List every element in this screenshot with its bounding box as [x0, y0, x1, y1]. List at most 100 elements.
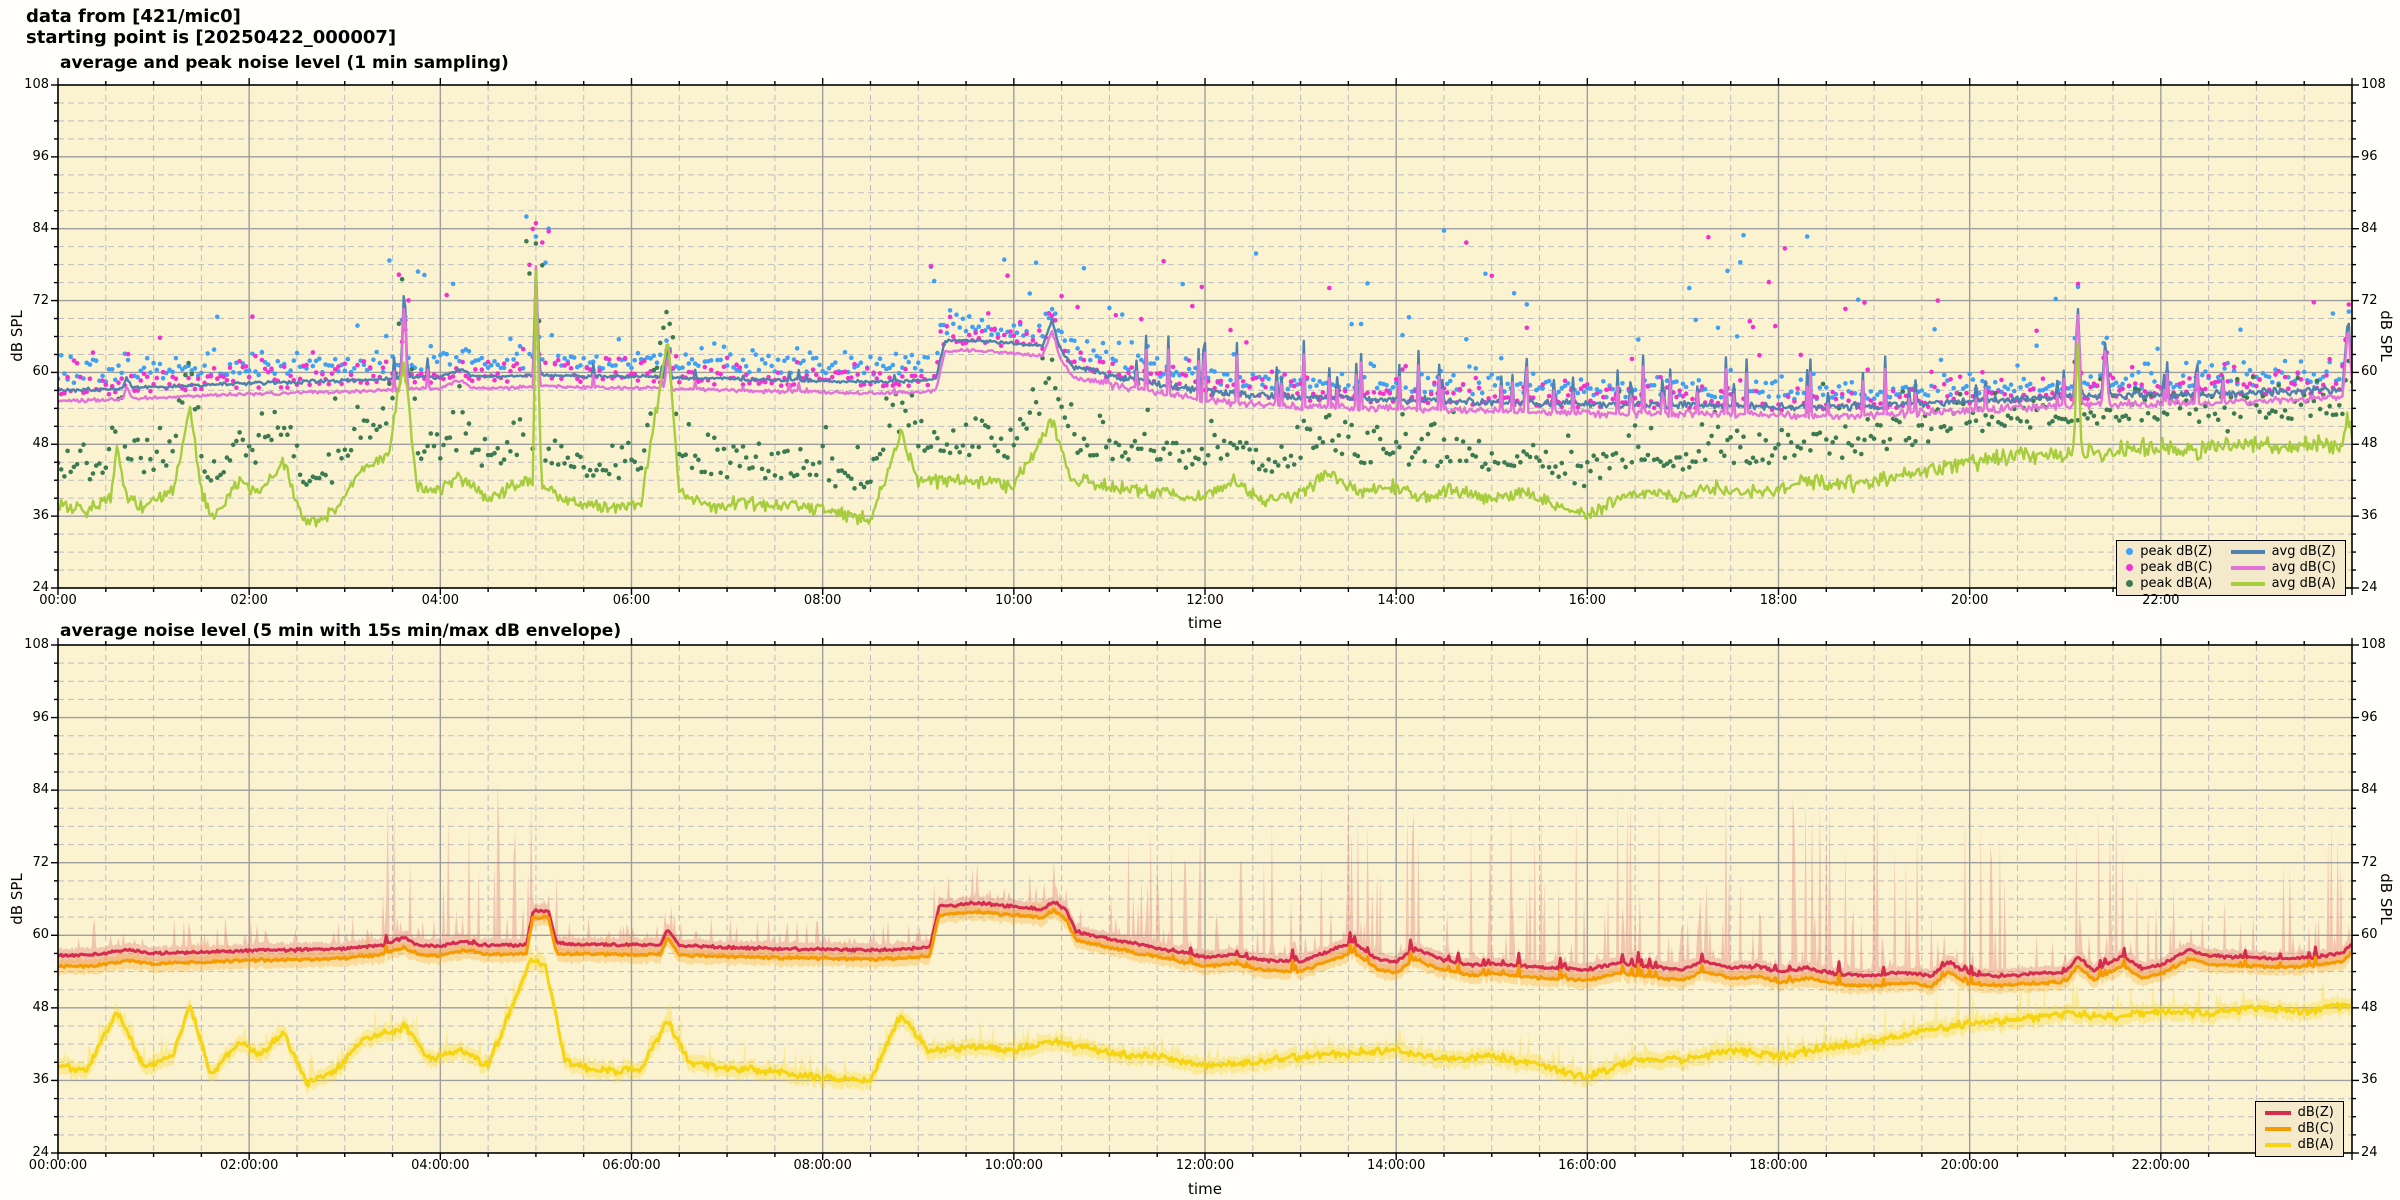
x-tick-label: 02:00 — [230, 593, 268, 608]
y-tick-label: 60 — [32, 364, 49, 380]
y-tick-label: 96 — [2361, 709, 2378, 725]
y-tick-label: 24 — [2361, 580, 2378, 595]
x-tick-label: 14:00 — [1377, 593, 1415, 608]
legend-bottom: dB(Z) dB(C) dB(A) — [2254, 1101, 2344, 1157]
x-tick-label: 08:00 — [803, 593, 842, 608]
y-axis-label-left-bottom: dB SPL — [8, 873, 26, 925]
legend-label: peak dB(Z) — [2140, 544, 2213, 559]
line-swatch-icon — [2264, 1110, 2291, 1115]
x-tick-label: 18:00 — [1759, 593, 1798, 608]
header-line2: starting point is [20250422_000007] — [26, 27, 397, 48]
point-marker-icon — [2126, 580, 2134, 587]
legend-entry: avg dB(A) — [2230, 576, 2336, 591]
y-tick-label: 48 — [32, 999, 49, 1015]
legend-top: peak dB(Z) avg dB(Z) peak dB(C) avg dB(C) pe… — [2116, 540, 2346, 596]
line-swatch-icon — [2264, 1142, 2291, 1147]
legend-label: dB(A) — [2297, 1137, 2334, 1152]
y-tick-label: 36 — [2361, 1072, 2378, 1088]
x-tick-label: 12:00 — [1186, 593, 1224, 608]
y-tick-label: 72 — [32, 854, 49, 870]
x-tick-label: 20:00:00 — [1940, 1158, 1999, 1173]
legend-entry: avg dB(Z) — [2230, 544, 2336, 559]
y-tick-label: 96 — [32, 709, 49, 725]
x-tick-label: 02:00:00 — [219, 1158, 279, 1173]
y-axis-label-left-top: dB SPL — [8, 310, 26, 362]
legend-label: peak dB(C) — [2140, 560, 2213, 575]
legend-label: peak dB(A) — [2140, 576, 2213, 591]
legend-entry: peak dB(Z) — [2126, 544, 2212, 559]
y-tick-label: 96 — [2361, 148, 2378, 164]
line-swatch-icon — [2230, 565, 2265, 570]
x-tick-label: 22:00 — [2142, 593, 2180, 608]
legend-entry: peak dB(A) — [2126, 576, 2212, 591]
line-avg-db-c- — [58, 265, 2352, 421]
y-tick-label: 60 — [2361, 364, 2378, 380]
x-tick-label: 20:00 — [1950, 593, 1989, 608]
x-tick-label: 10:00:00 — [984, 1158, 1044, 1173]
y-tick-label: 36 — [32, 1072, 49, 1088]
x-tick-label: 00:00 — [39, 593, 77, 608]
x-tick-label: 04:00 — [421, 593, 460, 608]
legend-entry: dB(Z) — [2264, 1105, 2334, 1120]
x-tick-label: 12:00:00 — [1175, 1158, 1235, 1173]
y-tick-label: 24 — [32, 1145, 49, 1160]
legend-entry: avg dB(C) — [2230, 560, 2336, 575]
line-swatch-icon — [2264, 1126, 2291, 1131]
y-tick-label: 48 — [32, 436, 49, 452]
x-tick-label: 08:00:00 — [793, 1158, 852, 1173]
x-tick-label: 06:00:00 — [602, 1158, 661, 1173]
x-tick-label: 18:00:00 — [1749, 1158, 1808, 1173]
line-db-a- — [58, 957, 2352, 1088]
y-tick-label: 60 — [32, 927, 49, 943]
x-axis-label-top: time — [1188, 614, 1222, 632]
x-tick-label: 10:00 — [995, 593, 1033, 608]
y-tick-label: 84 — [32, 220, 49, 236]
y-tick-label: 108 — [2361, 637, 2386, 652]
y-tick-label: 24 — [32, 580, 49, 595]
point-marker-icon — [2126, 564, 2134, 571]
chart-bottom-title: average noise level (5 min with 15s min/… — [60, 621, 622, 641]
x-tick-label: 06:00 — [612, 593, 651, 608]
legend-label: avg dB(Z) — [2271, 544, 2336, 559]
y-axis-label-right-top: dB SPL — [2377, 310, 2395, 362]
x-tick-label: 00:00:00 — [28, 1158, 88, 1173]
y-tick-label: 48 — [2361, 999, 2378, 1015]
legend-label: dB(C) — [2297, 1121, 2334, 1136]
line-swatch-icon — [2230, 549, 2265, 554]
y-tick-label: 60 — [2361, 927, 2378, 943]
x-tick-label: 16:00 — [1568, 593, 1607, 608]
y-tick-label: 108 — [24, 77, 49, 92]
y-tick-label: 84 — [2361, 782, 2378, 798]
y-tick-label: 72 — [32, 292, 49, 308]
line-avg-db-z- — [58, 266, 2352, 412]
y-tick-label: 84 — [32, 782, 49, 798]
y-tick-label: 72 — [2361, 292, 2378, 308]
line-db-c- — [58, 907, 2352, 990]
y-tick-label: 96 — [32, 148, 49, 164]
chart-top-title: average and peak noise level (1 min samp… — [60, 53, 509, 73]
legend-entry: dB(A) — [2264, 1137, 2334, 1152]
y-tick-label: 84 — [2361, 220, 2378, 236]
legend-label: avg dB(C) — [2271, 560, 2336, 575]
x-tick-label: 16:00:00 — [1558, 1158, 1617, 1173]
y-tick-label: 48 — [2361, 436, 2378, 452]
y-axis-label-right-bottom: dB SPL — [2377, 873, 2395, 925]
y-tick-label: 108 — [2361, 77, 2386, 92]
legend-entry: peak dB(C) — [2126, 560, 2213, 575]
y-tick-label: 72 — [2361, 854, 2378, 870]
y-tick-label: 24 — [2361, 1145, 2378, 1160]
line-swatch-icon — [2230, 581, 2265, 586]
y-tick-label: 36 — [32, 508, 49, 524]
x-tick-label: 04:00:00 — [411, 1158, 470, 1173]
legend-entry: dB(C) — [2264, 1121, 2334, 1136]
x-tick-label: 22:00:00 — [2131, 1158, 2191, 1173]
y-tick-label: 36 — [2361, 508, 2378, 524]
line-avg-db-a- — [58, 269, 2352, 528]
point-marker-icon — [2126, 548, 2134, 555]
legend-label: avg dB(A) — [2271, 576, 2336, 591]
legend-column: dB(Z) dB(C) dB(A) — [2264, 1105, 2334, 1152]
header-line1: data from [421/mic0] — [26, 6, 241, 27]
y-tick-label: 108 — [24, 637, 49, 652]
